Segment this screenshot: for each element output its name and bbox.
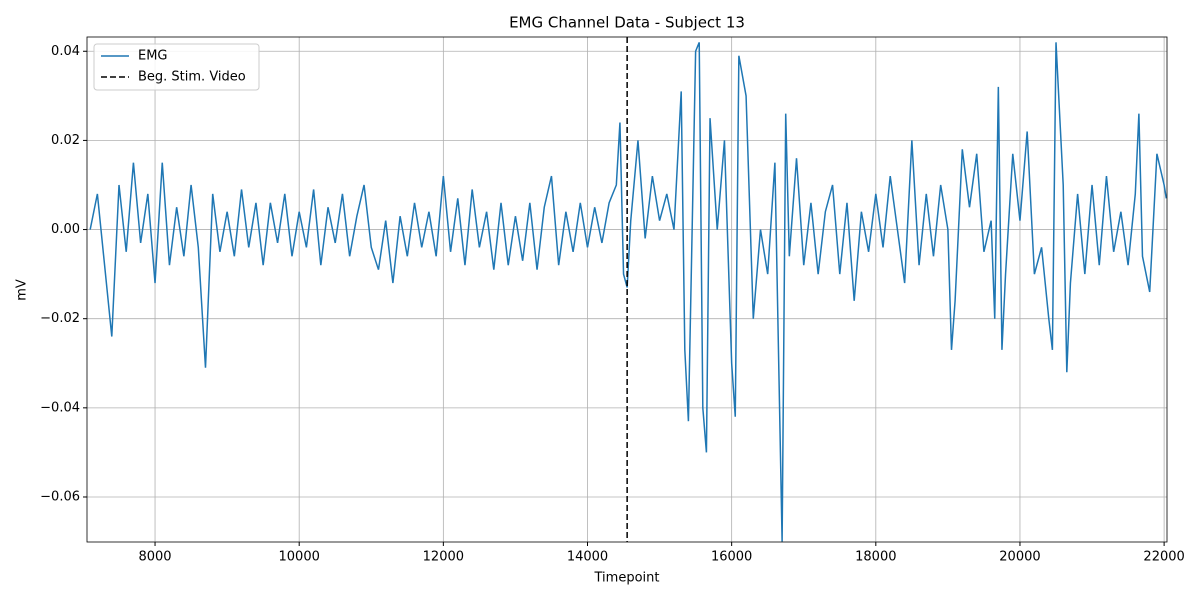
y-tick-label: −0.02 — [40, 311, 80, 326]
y-tick-label: 0.02 — [51, 133, 80, 148]
x-tick-label: 8000 — [138, 550, 171, 565]
x-tick-label: 22000 — [1143, 550, 1184, 565]
x-tick-label: 20000 — [999, 550, 1040, 565]
x-tick-label: 16000 — [711, 550, 752, 565]
x-tick-label: 12000 — [423, 550, 464, 565]
plot-frame — [86, 36, 1168, 543]
legend-label: EMG — [138, 49, 168, 64]
data-line — [89, 42, 1168, 542]
x-axis-label: Timepoint — [594, 571, 660, 586]
y-tick-label: 0.00 — [51, 222, 80, 237]
chart-title: EMG Channel Data - Subject 13 — [509, 14, 745, 32]
y-axis-label: mV — [15, 279, 30, 301]
y-tick-label: −0.04 — [40, 400, 80, 415]
x-tick-label: 18000 — [855, 550, 896, 565]
y-tick-label: −0.06 — [40, 489, 80, 504]
x-tick-label: 14000 — [567, 550, 608, 565]
x-tick-label: 10000 — [279, 550, 320, 565]
legend-label: Beg. Stim. Video — [138, 70, 246, 85]
y-tick-label: 0.04 — [51, 44, 80, 59]
legend-box — [93, 43, 260, 91]
